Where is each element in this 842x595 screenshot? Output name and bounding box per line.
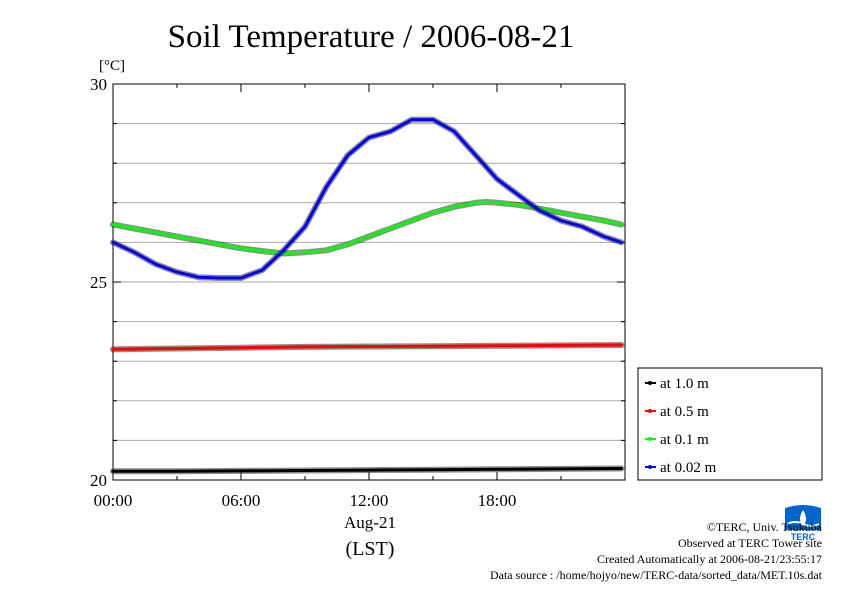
y-axis-label: [°C] [99,58,125,74]
legend-marker-dot [648,437,652,441]
series-line [111,118,623,280]
footer-observed: Observed at TERC Tower site [677,536,822,550]
legend-label: at 1.0 m [660,376,709,392]
x-tick-label: 18:00 [478,491,517,510]
legend-box [637,367,823,481]
axis-ticks: 20 25 30 00:00 06:00 12:00 18:00 [90,75,626,510]
series-line [111,343,623,351]
footer: ©TERC, Univ. Tsukuba Observed at TERC To… [490,519,822,583]
legend-marker-dot [648,409,652,413]
legend-label: at 0.02 m [660,460,717,476]
x-tick-label: 06:00 [222,491,261,510]
x-tick-label: 00:00 [94,491,133,510]
legend-marker-dot [648,381,652,385]
grid-lines [113,123,625,441]
footer-copyright: ©TERC, Univ. Tsukuba [706,520,822,534]
footer-source: Data source : /home/hojyo/new/TERC-data/… [489,568,822,582]
legend: at 1.0 m at 0.5 m at 0.1 m at 0.02 m [637,367,823,481]
series-shadow [110,116,625,281]
x-axis-label: Aug-21 [344,513,396,532]
legend-label: at 0.1 m [660,432,709,448]
series-group [110,116,625,475]
y-tick-label: 25 [90,273,107,292]
legend-marker-dot [648,465,652,469]
legend-label: at 0.5 m [660,404,709,420]
y-tick-label: 30 [90,75,107,94]
logo-text: TERC [791,532,816,542]
y-tick-label: 20 [90,471,107,490]
series-line [111,467,623,473]
series-line [111,200,623,255]
chart-title: Soil Temperature / 2006-08-21 [168,19,575,55]
x-axis-label-lst: (LST) [346,538,395,560]
terc-logo: TERC [783,502,823,542]
x-tick-label: 12:00 [350,491,389,510]
footer-created: Created Automatically at 2006-08-21/23:5… [597,552,822,566]
